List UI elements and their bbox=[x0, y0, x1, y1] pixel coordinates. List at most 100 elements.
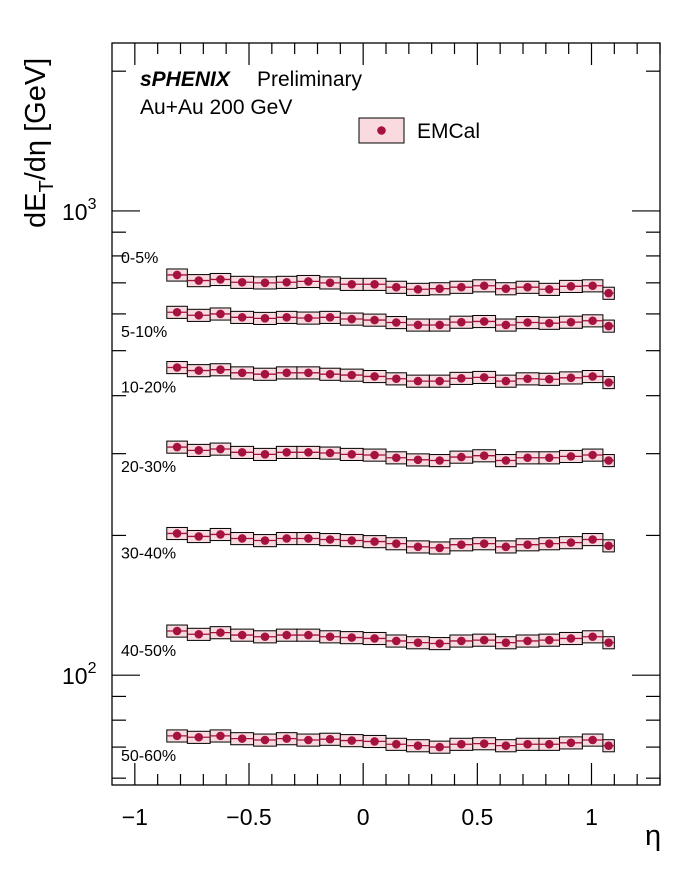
data-point bbox=[304, 368, 313, 378]
data-point bbox=[282, 734, 291, 743]
data-point bbox=[391, 453, 401, 463]
data-point bbox=[479, 281, 489, 291]
x-axis-title: η bbox=[645, 820, 661, 852]
y-axis-title: dET/dη [GeV] bbox=[20, 58, 58, 228]
data-point bbox=[604, 638, 613, 647]
data-point bbox=[237, 277, 247, 287]
data-point bbox=[457, 540, 466, 550]
data-point bbox=[370, 737, 379, 746]
data-point bbox=[194, 310, 204, 320]
data-point bbox=[237, 630, 247, 640]
y-tick-label: 102 bbox=[62, 660, 97, 689]
data-point bbox=[544, 539, 554, 548]
data-point bbox=[347, 450, 357, 459]
data-point bbox=[282, 534, 291, 543]
y-tick-label: 103 bbox=[62, 196, 97, 225]
data-point bbox=[523, 318, 532, 327]
data-point bbox=[194, 629, 204, 639]
data-point bbox=[370, 537, 379, 546]
data-point bbox=[523, 739, 532, 749]
data-point bbox=[391, 636, 401, 646]
experiment-label: sPHENIX bbox=[140, 68, 232, 91]
data-point bbox=[391, 318, 401, 327]
data-point bbox=[325, 448, 335, 458]
plot-frame bbox=[111, 42, 661, 786]
data-point bbox=[457, 739, 466, 749]
data-point bbox=[260, 735, 270, 745]
data-point bbox=[216, 628, 225, 637]
legend-marker bbox=[377, 126, 386, 135]
data-point bbox=[347, 633, 357, 642]
data-point bbox=[588, 281, 597, 291]
data-point bbox=[544, 739, 554, 749]
data-point bbox=[479, 373, 489, 382]
data-point bbox=[435, 456, 444, 465]
data-point bbox=[544, 318, 554, 328]
data-point bbox=[260, 536, 270, 545]
data-point bbox=[523, 453, 532, 463]
data-point bbox=[501, 542, 511, 552]
status-label: Preliminary bbox=[257, 68, 363, 91]
data-point bbox=[216, 365, 225, 374]
data-point bbox=[216, 731, 225, 741]
data-point bbox=[413, 638, 423, 647]
data-point bbox=[501, 638, 511, 647]
data-point bbox=[435, 639, 444, 648]
data-point bbox=[304, 735, 313, 745]
legend-label: EMCal bbox=[417, 120, 480, 143]
data-point bbox=[282, 448, 291, 457]
data-point bbox=[457, 282, 466, 292]
centrality-label: 50-60% bbox=[121, 748, 176, 765]
series-20-30%: 20-30% bbox=[121, 440, 615, 476]
data-point bbox=[588, 316, 597, 326]
data-point bbox=[566, 538, 576, 547]
data-point bbox=[413, 320, 423, 330]
data-point bbox=[479, 451, 489, 460]
data-point bbox=[479, 739, 489, 748]
data-point bbox=[172, 731, 182, 741]
data-point bbox=[544, 635, 554, 645]
x-tick-label: 0 bbox=[357, 804, 370, 830]
data-point bbox=[457, 373, 466, 383]
data-point bbox=[260, 632, 270, 642]
data-point bbox=[479, 635, 489, 645]
x-tick-label: −1 bbox=[122, 804, 148, 830]
data-point bbox=[216, 444, 225, 454]
data-point bbox=[194, 366, 204, 375]
data-point bbox=[544, 453, 554, 463]
data-point bbox=[413, 455, 423, 465]
data-point bbox=[588, 735, 597, 745]
data-point bbox=[588, 535, 597, 544]
data-point bbox=[604, 741, 613, 750]
data-point bbox=[347, 279, 357, 289]
data-point bbox=[237, 313, 247, 322]
data-point bbox=[172, 442, 182, 452]
data-point bbox=[391, 539, 401, 548]
data-point bbox=[566, 738, 576, 748]
data-point bbox=[282, 630, 291, 640]
axes: −1 −0.5 0 0.5 1 103 102 bbox=[62, 43, 661, 830]
data-point bbox=[566, 452, 576, 461]
data-point bbox=[604, 378, 613, 387]
data-point bbox=[370, 450, 379, 460]
data-point bbox=[501, 376, 511, 386]
data-point bbox=[172, 270, 182, 280]
data-point bbox=[370, 634, 379, 643]
series-0-5%: 0-5% bbox=[121, 250, 615, 300]
data-point bbox=[391, 374, 401, 384]
data-point bbox=[604, 456, 613, 465]
data-point bbox=[588, 450, 597, 460]
data-point bbox=[457, 317, 466, 327]
data-point bbox=[347, 736, 357, 745]
data-point bbox=[435, 284, 444, 293]
data-point bbox=[391, 282, 401, 292]
data-point bbox=[304, 313, 313, 323]
data-point bbox=[413, 542, 423, 552]
data-point bbox=[370, 372, 379, 381]
data-point bbox=[347, 536, 357, 545]
data-point bbox=[566, 634, 576, 643]
data-point bbox=[435, 742, 444, 752]
data-point bbox=[523, 636, 532, 646]
data-point bbox=[237, 368, 247, 378]
